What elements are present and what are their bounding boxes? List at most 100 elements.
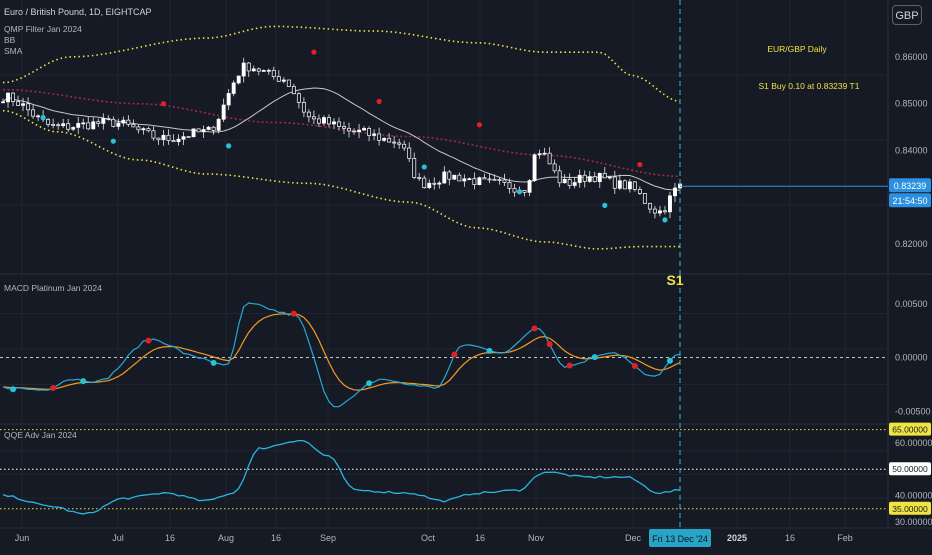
bull-candle [121,119,126,124]
bull-candle [577,174,582,183]
indicator-legend: SMA [4,46,23,56]
bear-candle [26,103,31,111]
qqe-level-badge [889,501,931,515]
indicator-legend: BB [4,35,16,45]
bear-candle [66,123,71,130]
macd-buy-dot [366,380,373,387]
price-tick-label: 0.86000 [895,52,928,62]
macd-sell-dot [50,384,57,391]
buy-signal-dot [110,138,116,144]
bear-candle [582,174,587,182]
sell-signal-dot [376,98,382,104]
chart-title: Euro / British Pound, 1D, EIGHTCAP [4,7,152,17]
bear-candle [301,102,306,113]
qqe-level-value: 35.00000 [892,504,928,514]
bull-candle [81,122,86,125]
bear-candle [502,179,507,183]
bear-candle [151,130,156,139]
bear-candle [642,193,647,204]
x-axis-label: Nov [528,533,545,543]
bull-candle [462,178,467,182]
bear-candle [367,128,372,136]
bull-candle [116,122,121,127]
bear-candle [492,178,497,181]
qqe-level-value: 50.00000 [892,464,928,474]
bull-candle [261,70,266,72]
bull-candle [206,126,211,130]
bull-candle [617,180,622,189]
buy-signal-dot [516,189,523,195]
x-axis-label: 16 [271,533,281,543]
last-price-value: 0.83239 [894,181,927,191]
cursor-date-badge [649,529,711,547]
bull-candle [587,176,592,182]
bull-candle [251,68,256,72]
macd-sell-dot [566,362,573,369]
bull-candle [477,177,482,185]
bear-candle [271,69,276,77]
bull-candle [6,92,10,103]
bear-candle [126,119,131,125]
bear-candle [131,123,136,128]
buy-signal-dot [662,217,668,223]
bull-candle [266,69,271,72]
countdown-badge [889,193,931,208]
bear-candle [106,118,111,120]
bull-candle [61,123,66,127]
x-axis-label: Dec [625,533,642,543]
bull-candle [467,178,472,181]
bear-candle [46,119,51,125]
macd-buy-dot [10,386,17,393]
bear-candle [342,126,346,129]
currency-button[interactable]: GBP [892,5,922,25]
bull-candle [181,136,186,140]
qqe-level-badge [889,422,931,436]
bear-candle [56,124,61,127]
x-axis-label: 16 [785,533,795,543]
x-axis-label: Jun [15,533,30,543]
bear-candle [412,158,417,178]
macd-buy-dot [666,357,673,364]
macd-buy-dot [486,347,493,354]
bear-candle [647,203,652,210]
bear-candle [51,124,56,126]
bull-candle [527,180,532,193]
bear-candle [417,177,422,179]
bull-candle [362,128,367,131]
bear-candle [146,128,151,132]
macd-sell-dot [451,351,458,358]
bull-candle [442,171,447,184]
macd-sell-dot [290,310,297,317]
sma-red-line [2,88,681,178]
bb-upper-band [2,25,681,103]
x-axis-label: 16 [475,533,485,543]
bear-candle [637,189,642,194]
buy-signal-dot [226,143,232,149]
sell-signal-dot [637,161,643,168]
bear-candle [156,137,161,141]
macd-pane-title: MACD Platinum Jan 2024 [4,283,102,293]
bull-candle [76,123,81,128]
x-axis-label: 16 [165,533,175,543]
cursor-date-label: Fri 13 Dec '24 [652,534,708,544]
x-axis-label: Oct [421,533,436,543]
qqe-tick-label: 30.00000 [895,517,932,527]
bull-candle [101,118,106,124]
bull-candle [281,79,286,82]
bear-candle [316,118,321,124]
bear-candle [211,126,216,131]
bull-candle [236,75,241,84]
bear-candle [171,140,176,143]
bull-candle [452,174,457,180]
bear-candle [31,109,36,117]
bull-candle [437,182,442,185]
bear-candle [557,170,562,184]
macd-sell-dot [531,325,538,332]
macd-buy-dot [80,378,87,385]
qqe-line [2,439,681,515]
bear-candle [246,62,251,72]
bear-candle [663,210,667,213]
bear-candle [166,134,171,141]
